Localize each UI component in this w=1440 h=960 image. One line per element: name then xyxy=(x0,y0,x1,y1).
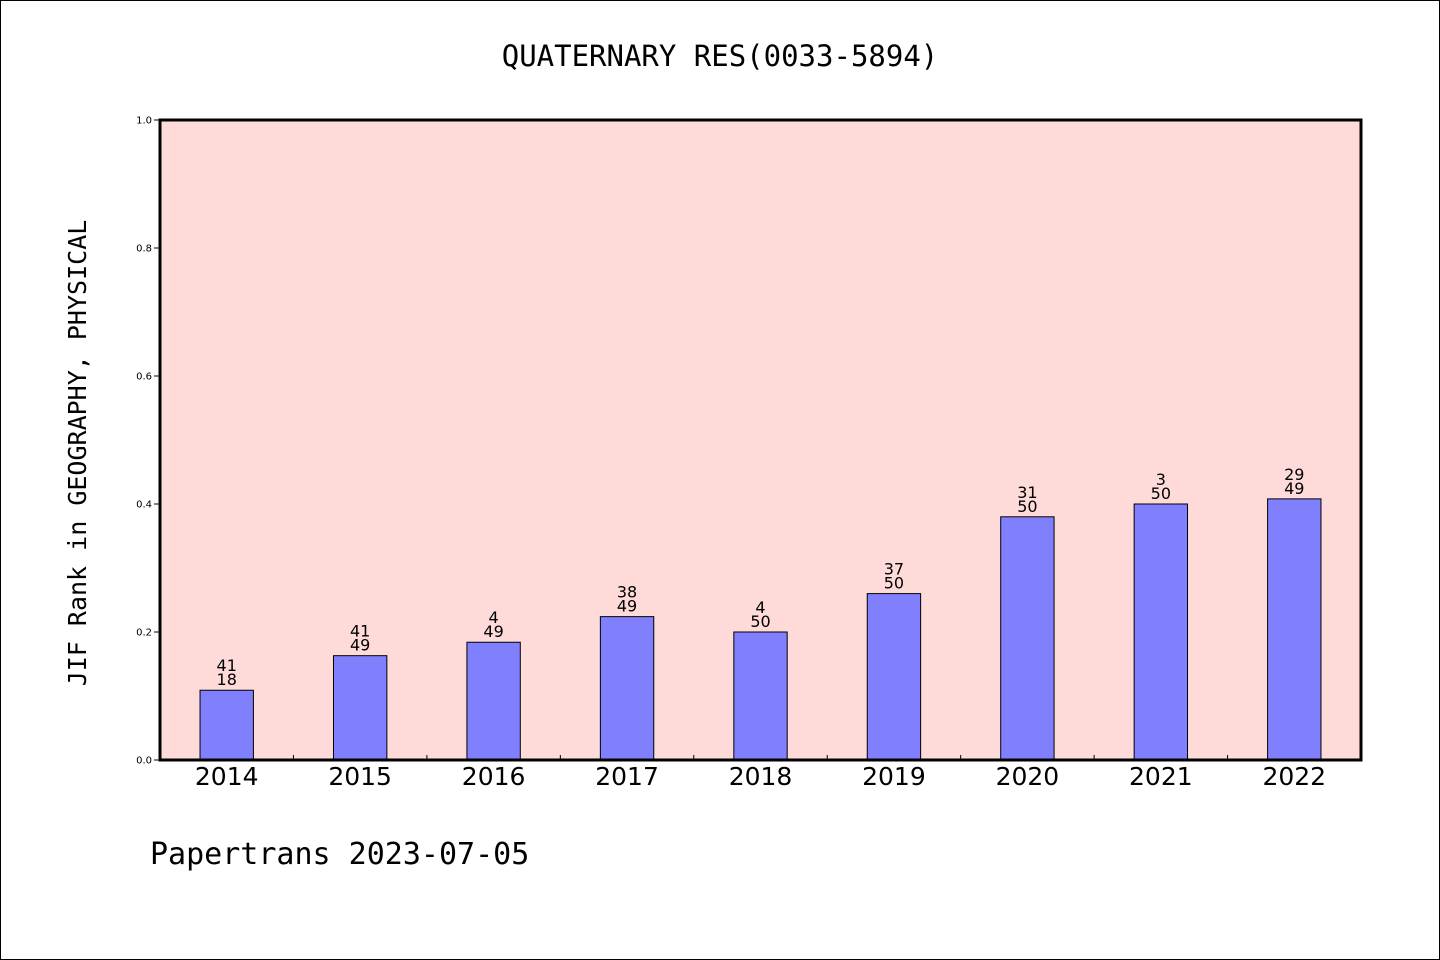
x-tick-label: 2021 xyxy=(1129,762,1193,791)
x-tick-label: 2019 xyxy=(862,762,926,791)
bar-total-label: 49 xyxy=(617,597,637,616)
chart-title: QUATERNARY RES(0033-5894) xyxy=(502,39,939,73)
x-tick-label: 2014 xyxy=(195,762,259,791)
bar-total-label: 50 xyxy=(1151,484,1171,503)
bar-2020 xyxy=(1000,516,1055,761)
bar-total-label: 49 xyxy=(1284,479,1304,498)
bar-rank-label: 41 xyxy=(217,656,237,675)
bar-rank-label: 31 xyxy=(1017,483,1037,502)
x-tick-label: 2015 xyxy=(328,762,392,791)
y-tick-label: 0.8 xyxy=(136,244,152,255)
x-tick-label: 2020 xyxy=(996,762,1060,791)
bar-total-label: 18 xyxy=(217,670,237,689)
plot-border xyxy=(158,118,1363,762)
bar-rank-label: 4 xyxy=(755,598,765,617)
y-tick-label: 0.2 xyxy=(136,628,152,639)
x-tick-label: 2022 xyxy=(1262,762,1326,791)
footer-credit: Papertrans 2023-07-05 xyxy=(150,837,529,872)
x-tick-label: 2016 xyxy=(462,762,526,791)
bar-rank-label: 41 xyxy=(350,622,370,641)
bar-rank-label: 29 xyxy=(1284,465,1304,484)
bar-rank-label: 37 xyxy=(884,560,904,579)
y-tick-label: 0.0 xyxy=(136,756,152,767)
y-axis-label: JIF Rank in GEOGRAPHY, PHYSICAL xyxy=(63,220,92,687)
bar-rank-label: 3 xyxy=(1156,470,1166,489)
bar-2017 xyxy=(599,616,655,761)
y-tick-label: 0.4 xyxy=(136,500,152,511)
bar-2018 xyxy=(733,631,788,761)
bar-2022 xyxy=(1267,498,1322,761)
bar-total-label: 49 xyxy=(483,622,503,641)
bar-total-label: 50 xyxy=(750,612,770,631)
bar-2015 xyxy=(332,655,388,761)
bar-2014 xyxy=(199,689,254,761)
bar-total-label: 50 xyxy=(1017,497,1037,516)
y-axis-ticks: 0.0 0.2 0.4 0.6 0.8 1.0 xyxy=(136,116,160,767)
x-axis-ticks: 2014 2015 2016 2017 2018 2019 2020 2021 2022 xyxy=(195,755,1326,791)
bar-2019 xyxy=(866,593,922,761)
y-tick-label: 0.6 xyxy=(136,372,152,383)
bar-2016 xyxy=(466,641,521,761)
y-tick-label: 1.0 xyxy=(136,116,152,127)
bar-rank-label: 38 xyxy=(617,583,637,602)
bar-rank-label: 4 xyxy=(489,608,499,627)
x-tick-label: 2017 xyxy=(595,762,659,791)
bar-2021 xyxy=(1133,503,1189,761)
bar-total-label: 50 xyxy=(884,574,904,593)
bar-total-label: 49 xyxy=(350,636,370,655)
x-tick-label: 2018 xyxy=(729,762,793,791)
